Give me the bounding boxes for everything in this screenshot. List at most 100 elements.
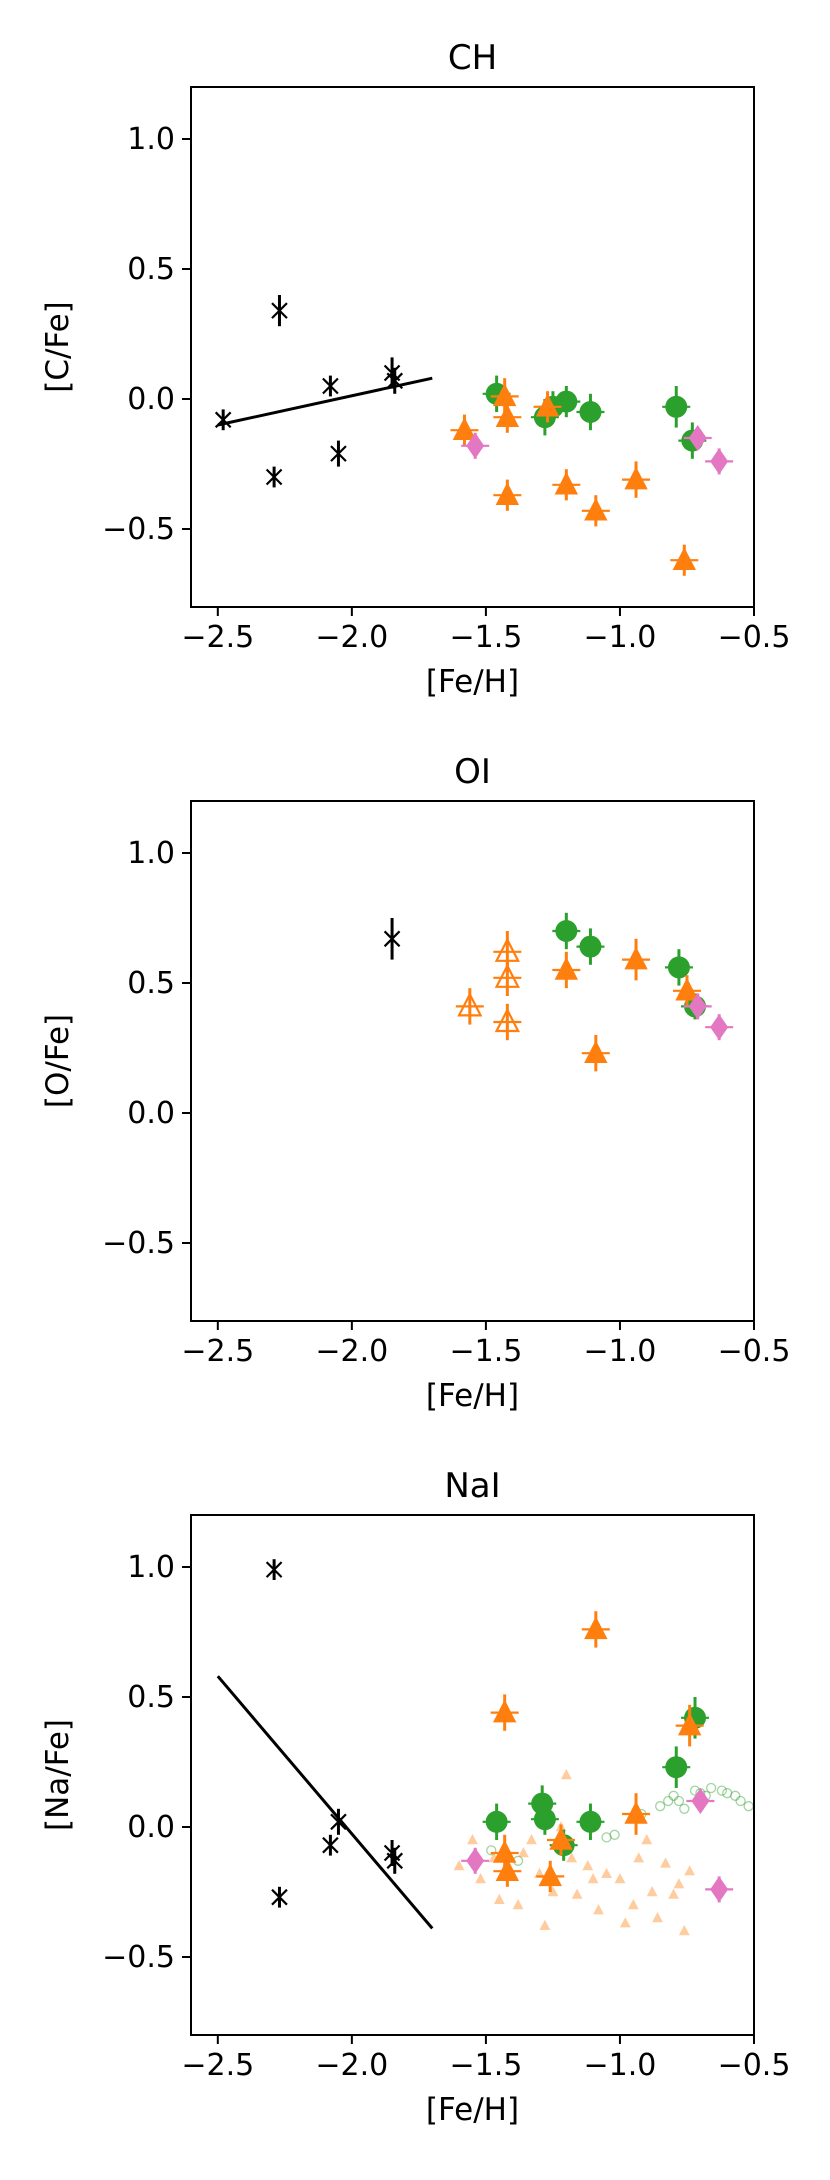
data-point bbox=[386, 1850, 404, 1871]
data-point bbox=[624, 1801, 648, 1824]
x-tick-label: −0.5 bbox=[718, 2048, 791, 2083]
background-point bbox=[668, 1790, 679, 1801]
x-tick-label: −2.0 bbox=[315, 2048, 388, 2083]
data-point bbox=[675, 977, 699, 1001]
y-tick-label: −0.5 bbox=[102, 1940, 175, 1975]
data-point bbox=[688, 993, 707, 1020]
data-point bbox=[466, 432, 485, 459]
background-point bbox=[655, 1801, 666, 1812]
data-point bbox=[265, 467, 283, 487]
background-point bbox=[663, 1795, 674, 1807]
data-point bbox=[330, 443, 347, 464]
data-point bbox=[665, 395, 688, 418]
background-point bbox=[641, 1834, 653, 1845]
x-axis-label: [Fe/H] bbox=[426, 1378, 519, 1414]
data-point bbox=[492, 383, 517, 407]
data-point bbox=[214, 409, 232, 430]
x-tick-label: −2.5 bbox=[181, 620, 254, 655]
y-axis-label: [O/Fe] bbox=[40, 1014, 76, 1108]
x-tick-label: −1.0 bbox=[584, 620, 657, 655]
data-point bbox=[710, 1876, 729, 1903]
data-point bbox=[492, 1699, 517, 1723]
plot-area bbox=[214, 295, 734, 576]
background-point bbox=[512, 1899, 524, 1910]
data-point bbox=[383, 363, 401, 383]
background-point bbox=[660, 1857, 671, 1868]
y-tick-label: 0.5 bbox=[127, 252, 175, 287]
data-point bbox=[271, 300, 288, 321]
background-point bbox=[735, 1795, 746, 1807]
data-point bbox=[579, 401, 602, 423]
y-tick-label: 1.0 bbox=[127, 836, 175, 871]
x-tick-label: −1.5 bbox=[449, 620, 522, 655]
data-point bbox=[383, 928, 401, 949]
data-point bbox=[554, 957, 579, 980]
y-tick-label: −0.5 bbox=[102, 512, 175, 547]
data-point bbox=[322, 376, 339, 396]
data-point bbox=[330, 1811, 347, 1832]
data-point bbox=[533, 1808, 556, 1831]
y-tick-label: 0.5 bbox=[127, 1680, 175, 1715]
background-point bbox=[526, 1834, 537, 1845]
data-point bbox=[584, 1040, 608, 1063]
data-point bbox=[579, 1810, 602, 1833]
data-point bbox=[691, 1788, 710, 1814]
background-point bbox=[560, 1769, 572, 1780]
background-point bbox=[566, 1852, 578, 1863]
background-point bbox=[453, 1860, 465, 1871]
data-point bbox=[624, 466, 648, 490]
background-point bbox=[673, 1795, 685, 1807]
data-point bbox=[710, 1014, 729, 1041]
data-point bbox=[538, 1863, 562, 1887]
data-point bbox=[466, 1847, 485, 1874]
background-point bbox=[493, 1893, 505, 1904]
x-tick-label: −2.0 bbox=[315, 1334, 388, 1369]
data-point bbox=[494, 1007, 520, 1033]
background-point bbox=[722, 1788, 733, 1799]
data-point bbox=[383, 1843, 401, 1863]
background-point bbox=[571, 1888, 583, 1899]
background-point bbox=[705, 1782, 717, 1794]
y-axis-label: [Na/Fe] bbox=[40, 1719, 76, 1831]
y-tick-label: 0.0 bbox=[127, 1810, 175, 1845]
background-point bbox=[668, 1888, 679, 1899]
background-point bbox=[547, 1886, 559, 1897]
y-tick-label: 1.0 bbox=[127, 1550, 175, 1585]
background-point bbox=[475, 1873, 486, 1884]
data-point bbox=[555, 920, 578, 942]
x-axis-label: [Fe/H] bbox=[426, 664, 519, 700]
data-point bbox=[584, 1616, 608, 1640]
data-point bbox=[677, 1712, 702, 1736]
chart-title: OI bbox=[454, 752, 491, 792]
background-point bbox=[743, 1801, 754, 1812]
y-tick-label: 0.0 bbox=[127, 382, 175, 417]
plot-area bbox=[383, 912, 734, 1072]
background-point bbox=[539, 1919, 551, 1930]
data-point bbox=[667, 956, 690, 979]
background-point bbox=[673, 1878, 685, 1889]
background-point bbox=[593, 1904, 604, 1915]
background-point bbox=[646, 1886, 658, 1897]
data-point bbox=[579, 935, 602, 958]
background-point bbox=[582, 1860, 594, 1871]
data-point bbox=[495, 404, 520, 427]
data-point bbox=[549, 1827, 573, 1850]
x-tick-label: −1.0 bbox=[584, 1334, 657, 1369]
x-tick-label: −0.5 bbox=[718, 620, 791, 655]
x-tick-label: −1.5 bbox=[449, 2048, 522, 2083]
background-point bbox=[601, 1867, 612, 1878]
data-point bbox=[584, 497, 608, 521]
chart-panel-1: CH −2.5 −2.0 −1.5 −1.0 −0.5 −0.5 0.0 0.5 1.0 [Fe/H… bbox=[40, 38, 790, 700]
background-point bbox=[652, 1912, 663, 1923]
fit-line bbox=[217, 376, 433, 427]
chart-title: CH bbox=[448, 38, 497, 78]
data-point bbox=[535, 393, 560, 417]
data-point bbox=[485, 1810, 508, 1833]
data-point bbox=[322, 1835, 339, 1856]
data-point bbox=[492, 1840, 517, 1863]
x-axis-label: [Fe/H] bbox=[426, 2092, 519, 2128]
x-tick-label: −2.0 bbox=[315, 620, 388, 655]
y-axis-label: [C/Fe] bbox=[40, 301, 76, 393]
x-tick-label: −2.5 bbox=[181, 2048, 254, 2083]
data-point bbox=[688, 425, 707, 451]
